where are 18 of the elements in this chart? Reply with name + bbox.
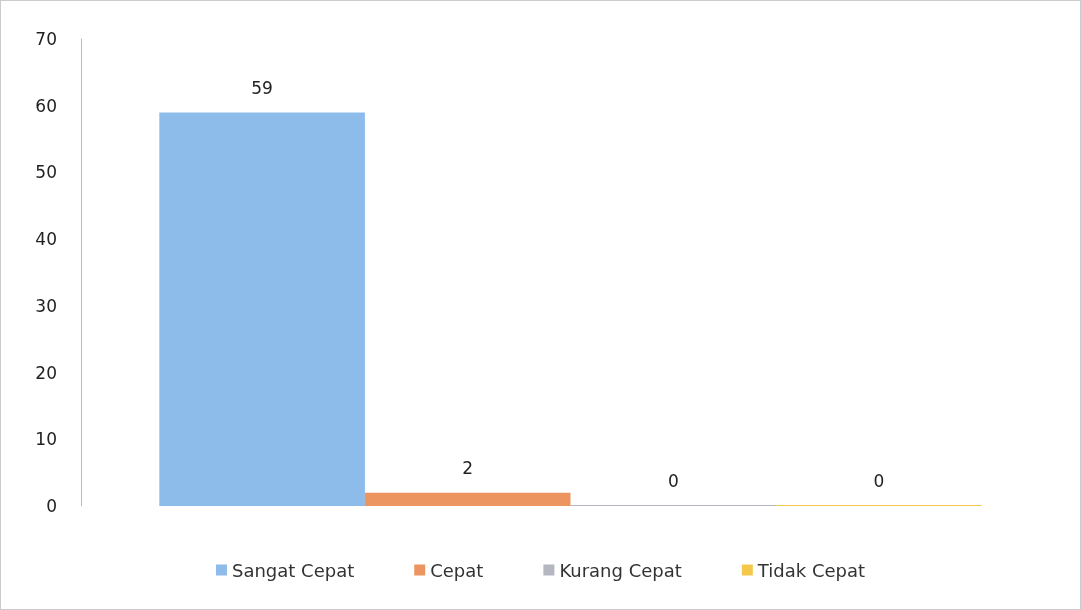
y-tick-label: 70 xyxy=(35,29,57,49)
y-tick-label: 50 xyxy=(35,162,57,183)
legend-label: Sangat Cepat xyxy=(231,559,355,581)
bar xyxy=(159,112,365,506)
data-label: 0 xyxy=(667,470,679,491)
data-label: 0 xyxy=(873,470,885,491)
y-tick-label: 20 xyxy=(35,362,57,383)
bar xyxy=(364,492,571,506)
y-tick-label: 60 xyxy=(35,95,57,116)
data-label: 2 xyxy=(462,458,474,479)
data-label: 59 xyxy=(251,77,273,98)
y-tick-label: 10 xyxy=(35,429,57,450)
legend-label: Cepat xyxy=(430,559,484,581)
legend-label: Kurang Cepat xyxy=(559,559,682,581)
y-tick-label: 0 xyxy=(46,496,57,516)
y-tick-label: 40 xyxy=(35,229,57,250)
legend-label: Tidak Cepat xyxy=(756,559,866,581)
y-tick-label: 30 xyxy=(35,295,57,316)
